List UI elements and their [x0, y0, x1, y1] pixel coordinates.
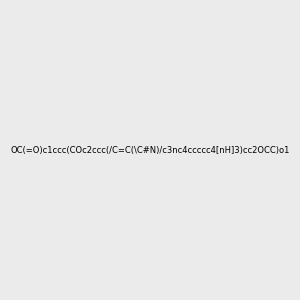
Text: OC(=O)c1ccc(COc2ccc(/C=C(\C#N)/c3nc4ccccc4[nH]3)cc2OCC)o1: OC(=O)c1ccc(COc2ccc(/C=C(\C#N)/c3nc4cccc…	[10, 146, 290, 154]
